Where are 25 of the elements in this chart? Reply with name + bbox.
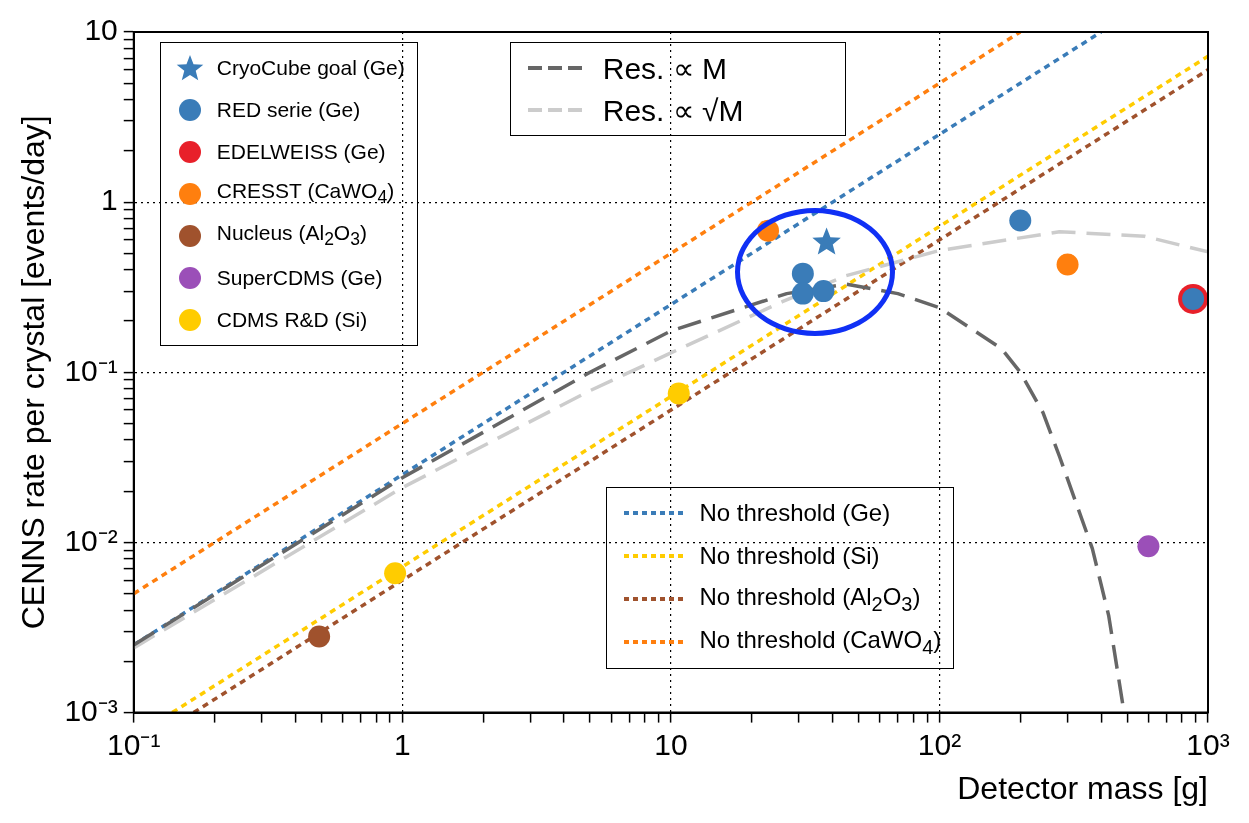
- legend-label: No threshold (Al$_{2}$O$_{3}$): [699, 582, 921, 616]
- y-tick-label: 10⁻²: [64, 523, 118, 557]
- x-tick-label: 10: [654, 727, 688, 761]
- y-tick-label: 10: [84, 13, 118, 47]
- legend-label: RED serie (Ge): [216, 98, 361, 122]
- y-tick-label: 10⁻¹: [64, 353, 118, 387]
- y-tick-label: 10⁻³: [64, 693, 118, 727]
- x-tick-label: 10⁻¹: [107, 727, 161, 761]
- legend-label: CRESST (CaWO$_{4}$): [216, 179, 395, 209]
- x-axis-title: Detector mass [g]: [957, 769, 1208, 806]
- legend-label: No threshold (Si): [699, 542, 880, 571]
- legend-label: EDELWEISS (Ge): [216, 140, 386, 164]
- legend-label: No threshold (Ge): [699, 499, 891, 528]
- legend-label: No threshold (CaWO$_{4}$): [699, 625, 942, 659]
- legend-label: Res. ∝ √M: [602, 92, 744, 128]
- legend-label: Res. ∝ M: [602, 50, 728, 86]
- x-tick-label: 10²: [917, 727, 962, 761]
- x-tick-label: 10³: [1186, 727, 1230, 761]
- x-tick-label: 1: [393, 727, 411, 761]
- legend-label: CDMS R&D (Si): [216, 308, 368, 332]
- y-axis-title: CENNS rate per crystal [events/day]: [15, 115, 52, 630]
- legend-label: SuperCDMS (Ge): [216, 266, 383, 290]
- legend-label: CryoCube goal (Ge): [216, 56, 405, 80]
- y-tick-label: 1: [101, 183, 118, 217]
- legend-label: Nucleus (Al$_{2}$O$_{3}$): [216, 221, 367, 251]
